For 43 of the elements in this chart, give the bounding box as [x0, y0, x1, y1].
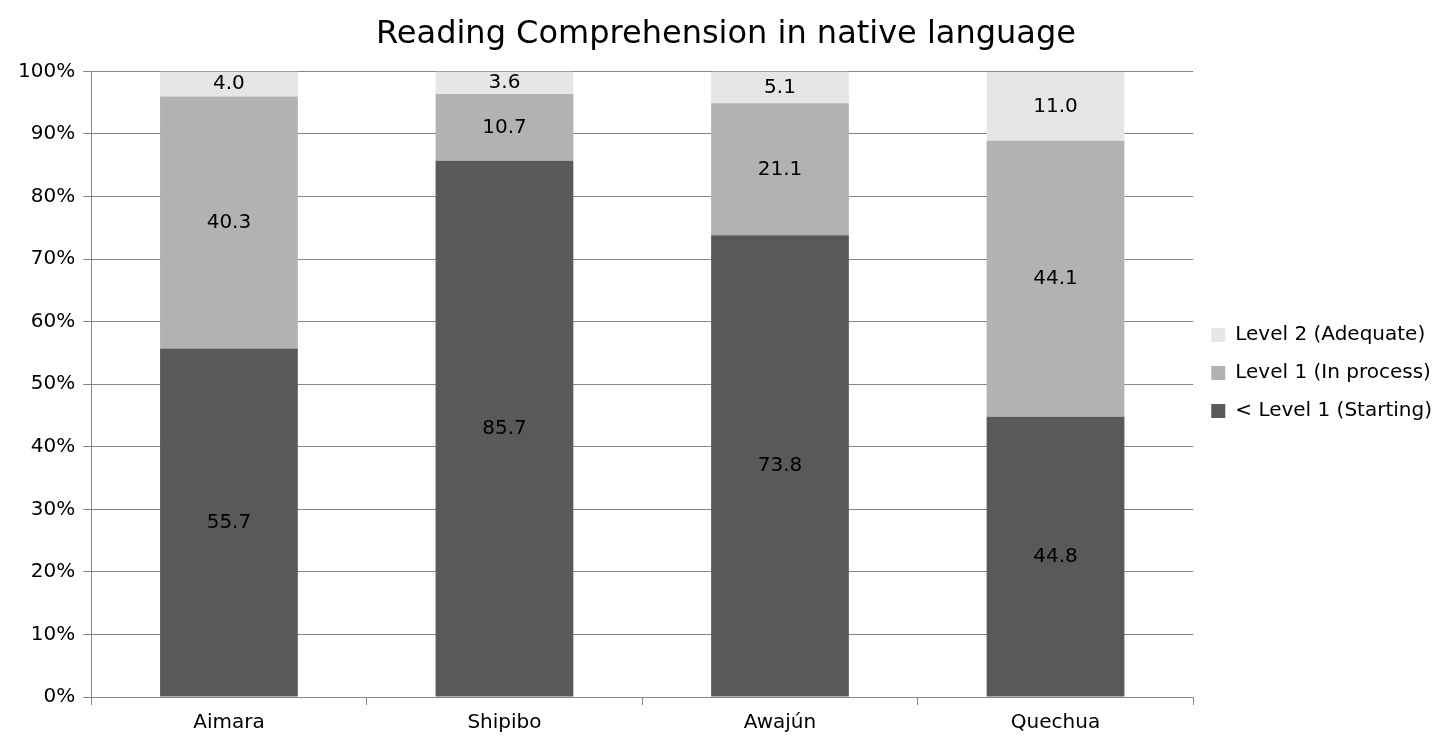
y-tick-label: 80% — [30, 182, 76, 207]
legend-label: Level 1 (In process) — [1235, 359, 1431, 384]
y-tick-label: 100% — [17, 57, 76, 82]
data-label: 21.1 — [757, 155, 803, 180]
chart-title: Reading Comprehension in native language — [376, 12, 1076, 51]
bar — [986, 140, 1125, 417]
y-tick-label: 30% — [30, 495, 76, 520]
data-label: 40.3 — [206, 208, 252, 233]
bar — [711, 235, 849, 697]
legend-label: < Level 1 (Starting) — [1235, 397, 1433, 422]
bar — [711, 103, 849, 236]
bar — [435, 93, 574, 161]
legend-label: Level 2 (Adequate) — [1235, 321, 1426, 346]
bar — [435, 160, 574, 697]
data-label: 10.7 — [482, 113, 527, 138]
data-label: 85.7 — [482, 414, 527, 439]
data-label: 11.0 — [1033, 92, 1078, 117]
y-tick-label: 50% — [30, 370, 76, 395]
data-label: 5.1 — [764, 73, 796, 98]
y-tick-label: 10% — [30, 620, 76, 645]
bar — [986, 416, 1125, 697]
bar — [160, 71, 298, 97]
bar — [711, 71, 849, 104]
bar — [435, 71, 574, 94]
bar — [160, 96, 298, 349]
x-tick-label: Awajún — [743, 709, 817, 734]
y-tick-label: 90% — [30, 120, 76, 145]
x-tick-label: Quechua — [1010, 709, 1101, 734]
bar — [986, 72, 1125, 141]
x-tick-label: Aimara — [193, 709, 265, 734]
y-tick-label: 20% — [30, 558, 76, 583]
y-tick-label: 40% — [30, 432, 76, 457]
x-tick-label: Shipibo — [467, 709, 542, 734]
y-tick-label: 60% — [30, 307, 76, 332]
data-label: 44.8 — [1033, 542, 1078, 567]
data-label: 44.1 — [1033, 264, 1078, 289]
data-label: 55.7 — [206, 508, 252, 533]
data-label: 3.6 — [488, 68, 521, 93]
y-tick-label: 0% — [43, 683, 76, 708]
data-label: 73.8 — [757, 452, 803, 477]
y-tick-label: 70% — [30, 245, 76, 270]
data-label: 4.0 — [213, 70, 245, 95]
bar — [160, 348, 298, 697]
